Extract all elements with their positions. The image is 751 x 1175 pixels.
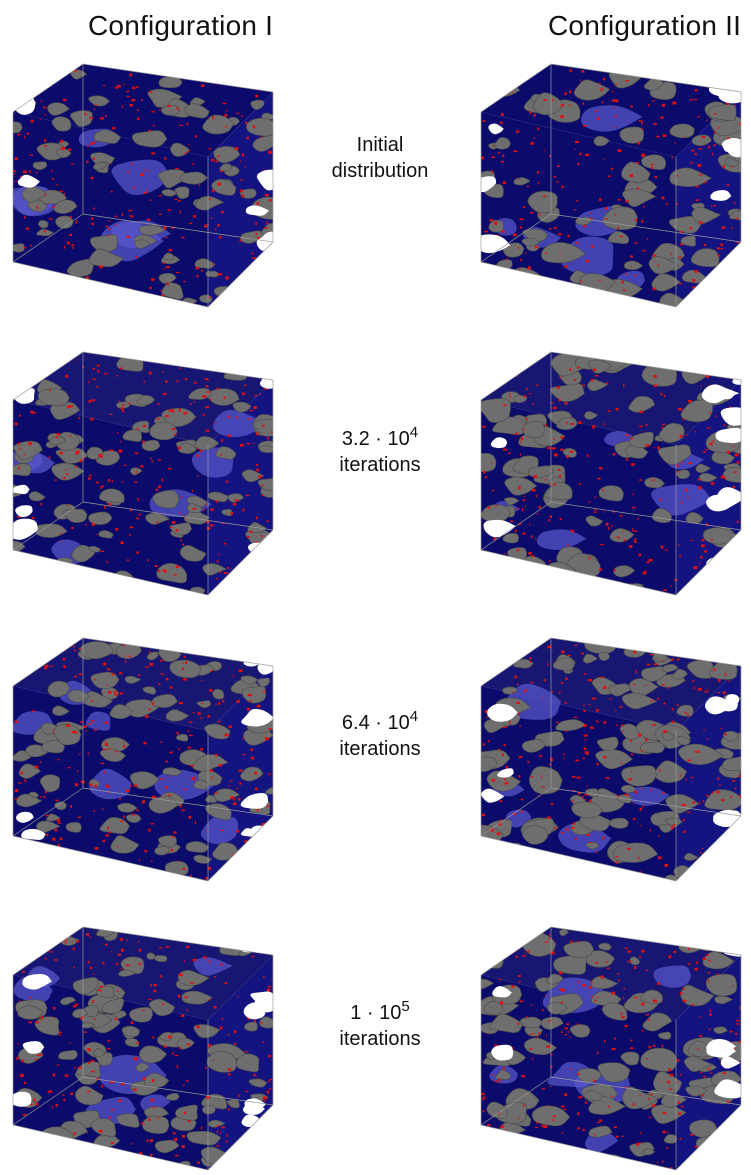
render-config1-1e5 [8, 925, 278, 1175]
row-label-line2: iterations [339, 454, 421, 476]
row-label-1e5: 1 · 105 iterations [300, 998, 460, 1052]
row-label-line2: distribution [331, 160, 429, 182]
render-config1-initial [8, 62, 278, 312]
porous-medium-render [480, 63, 742, 308]
render-config2-3.2e4 [476, 350, 746, 600]
porous-medium-render [12, 63, 274, 308]
row-label-value: 1 · 105 [350, 998, 410, 1024]
row-label-value: 6.4 · 104 [341, 708, 419, 734]
render-config2-initial [476, 62, 746, 312]
row-label-line1: Initial [356, 134, 404, 156]
column-title-configuration-2: Configuration II [548, 10, 742, 41]
porous-medium-render [12, 637, 274, 882]
render-config1-6.4e4 [8, 636, 278, 886]
porous-medium-render [480, 637, 742, 882]
row-label-line2: iterations [339, 1028, 421, 1050]
porous-medium-render [480, 351, 742, 596]
row-label-initial: Initial distribution [300, 132, 460, 184]
row-label-6.4e4: 6.4 · 104 iterations [300, 708, 460, 762]
row-label-3.2e4: 3.2 · 104 iterations [300, 424, 460, 478]
row-label-line2: iterations [339, 738, 421, 760]
porous-medium-render [12, 926, 274, 1171]
render-config2-1e5 [476, 925, 746, 1175]
render-config2-6.4e4 [476, 636, 746, 886]
row-label-value: 3.2 · 104 [341, 424, 419, 450]
porous-medium-render [12, 351, 274, 596]
porous-medium-render [480, 926, 742, 1171]
column-title-configuration-1: Configuration I [88, 10, 274, 41]
render-config1-3.2e4 [8, 350, 278, 600]
